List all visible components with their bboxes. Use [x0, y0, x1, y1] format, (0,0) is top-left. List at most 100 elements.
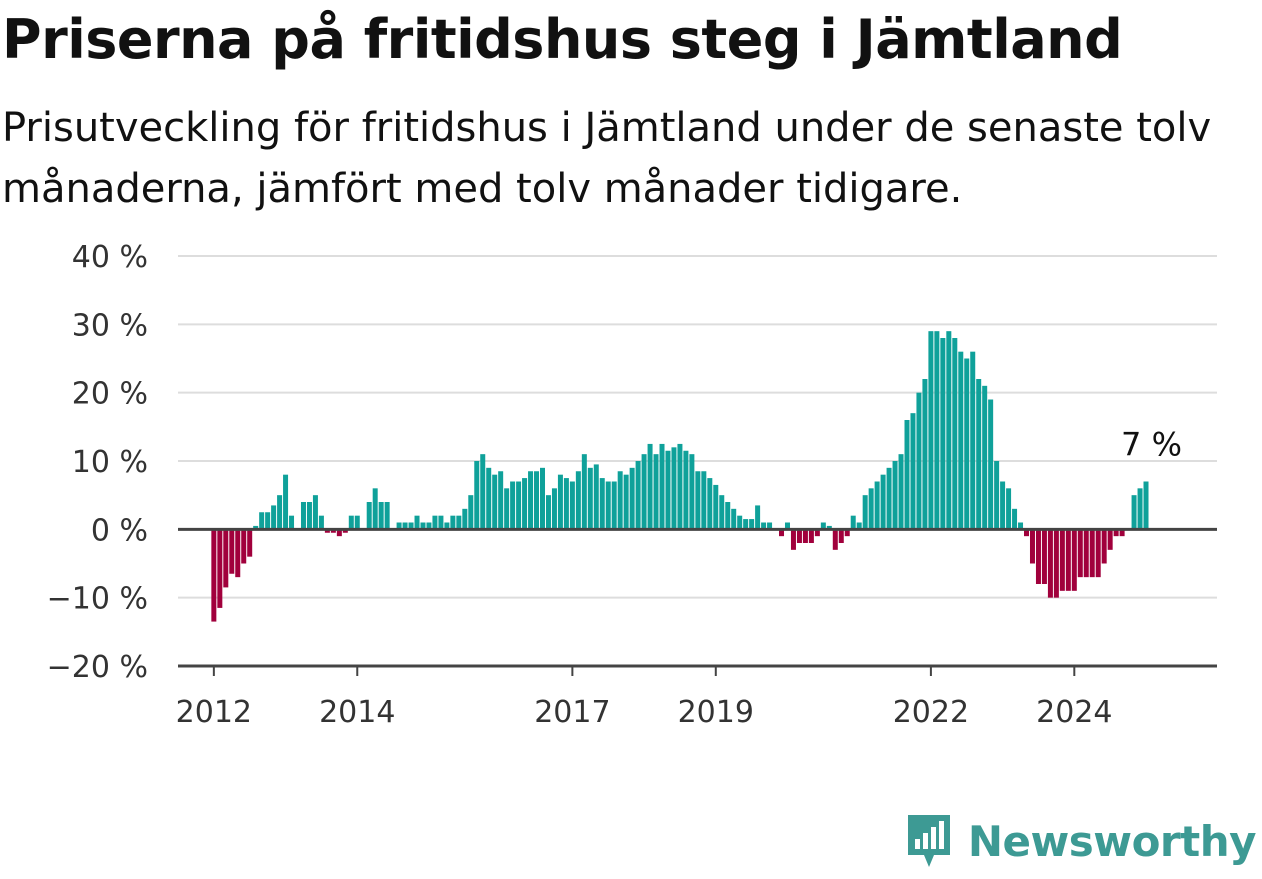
bar: [856, 522, 862, 530]
bar: [528, 471, 534, 530]
bar: [982, 385, 988, 530]
bar: [641, 454, 647, 530]
y-tick-labels: 40 % 30 % 20 % 10 % 0 % −10 % −20 %: [47, 240, 148, 685]
bar: [504, 488, 510, 530]
bar: [259, 512, 265, 530]
bar: [689, 454, 695, 530]
bar: [1006, 488, 1012, 530]
bar: [1077, 529, 1083, 578]
bar: [599, 478, 605, 530]
bar: [408, 522, 414, 530]
bar: [432, 515, 438, 530]
bar: [826, 525, 832, 530]
bar: [611, 481, 617, 530]
bar: [1059, 529, 1065, 591]
bar: [904, 420, 910, 530]
bar: [342, 529, 348, 533]
bar: [300, 502, 306, 530]
bar: [235, 529, 241, 578]
y-tick-label: −20 %: [47, 650, 148, 685]
bar: [928, 331, 934, 530]
bar: [1053, 529, 1059, 598]
bar: [253, 525, 259, 530]
bar: [802, 529, 808, 543]
bar: [516, 481, 522, 530]
gridlines: [178, 255, 1217, 599]
bar: [635, 461, 641, 530]
bar: [779, 529, 785, 537]
last-value-annotation: 7 %: [1121, 426, 1182, 464]
x-tick-label: 2014: [319, 695, 395, 730]
bar: [593, 464, 599, 530]
bar: [814, 529, 820, 537]
bar: [378, 502, 384, 530]
bar: [1024, 529, 1029, 537]
bar: [312, 495, 318, 530]
bar: [402, 522, 408, 530]
bar: [946, 331, 952, 530]
bar: [796, 529, 802, 543]
bar: [211, 529, 217, 622]
bar: [283, 474, 289, 530]
bar: [958, 351, 964, 530]
bar: [1095, 529, 1101, 578]
bar: [330, 529, 336, 533]
bar: [480, 454, 486, 530]
bar: [683, 450, 689, 530]
bar: [844, 529, 850, 537]
bar: [749, 519, 755, 530]
y-tick-label: 20 %: [72, 377, 148, 412]
bar: [707, 478, 713, 530]
bar: [671, 447, 677, 530]
bar: [1101, 529, 1107, 564]
bar: [820, 522, 826, 530]
bar: [629, 467, 635, 530]
bar: [384, 502, 390, 530]
bar: [1029, 529, 1035, 564]
bars: [211, 331, 1149, 622]
bar: [898, 454, 904, 530]
bar: [934, 331, 940, 530]
bar: [653, 454, 659, 530]
bar: [1071, 529, 1077, 591]
newsworthy-logo: Newsworthy: [904, 811, 1257, 871]
bar: [396, 522, 402, 530]
bar: [1119, 529, 1125, 537]
bar: [1089, 529, 1095, 578]
axes: [178, 527, 1217, 676]
bar: [241, 529, 247, 564]
bar: [1143, 481, 1149, 530]
y-tick-label: −10 %: [47, 582, 148, 617]
bar: [289, 515, 295, 530]
bar: [498, 471, 504, 530]
bar: [587, 467, 593, 530]
bar: [1137, 488, 1143, 530]
y-tick-label: 30 %: [72, 308, 148, 343]
bar: [575, 471, 581, 530]
bar: [701, 471, 707, 530]
bar: [695, 471, 701, 530]
bar: [737, 515, 743, 530]
bar: [324, 529, 330, 533]
bar: [976, 379, 982, 530]
bar: [277, 495, 283, 530]
bar: [1047, 529, 1053, 598]
bar: [563, 478, 569, 530]
bar: [348, 515, 354, 530]
bar: [336, 529, 342, 537]
bar: [784, 522, 790, 530]
bar: [414, 515, 420, 530]
chart-title: Priserna på fritidshus steg i Jämtland: [2, 8, 1123, 71]
bar: [731, 508, 737, 530]
bar: [850, 515, 856, 530]
newsworthy-wordmark: Newsworthy: [967, 816, 1257, 866]
bar: [713, 484, 719, 530]
bar: [677, 443, 683, 530]
bar: [372, 488, 378, 530]
bar: [545, 495, 551, 530]
bar: [790, 529, 796, 550]
bar: [510, 481, 516, 530]
bar: [617, 471, 623, 530]
bar: [534, 471, 540, 530]
bar: [1000, 481, 1006, 530]
